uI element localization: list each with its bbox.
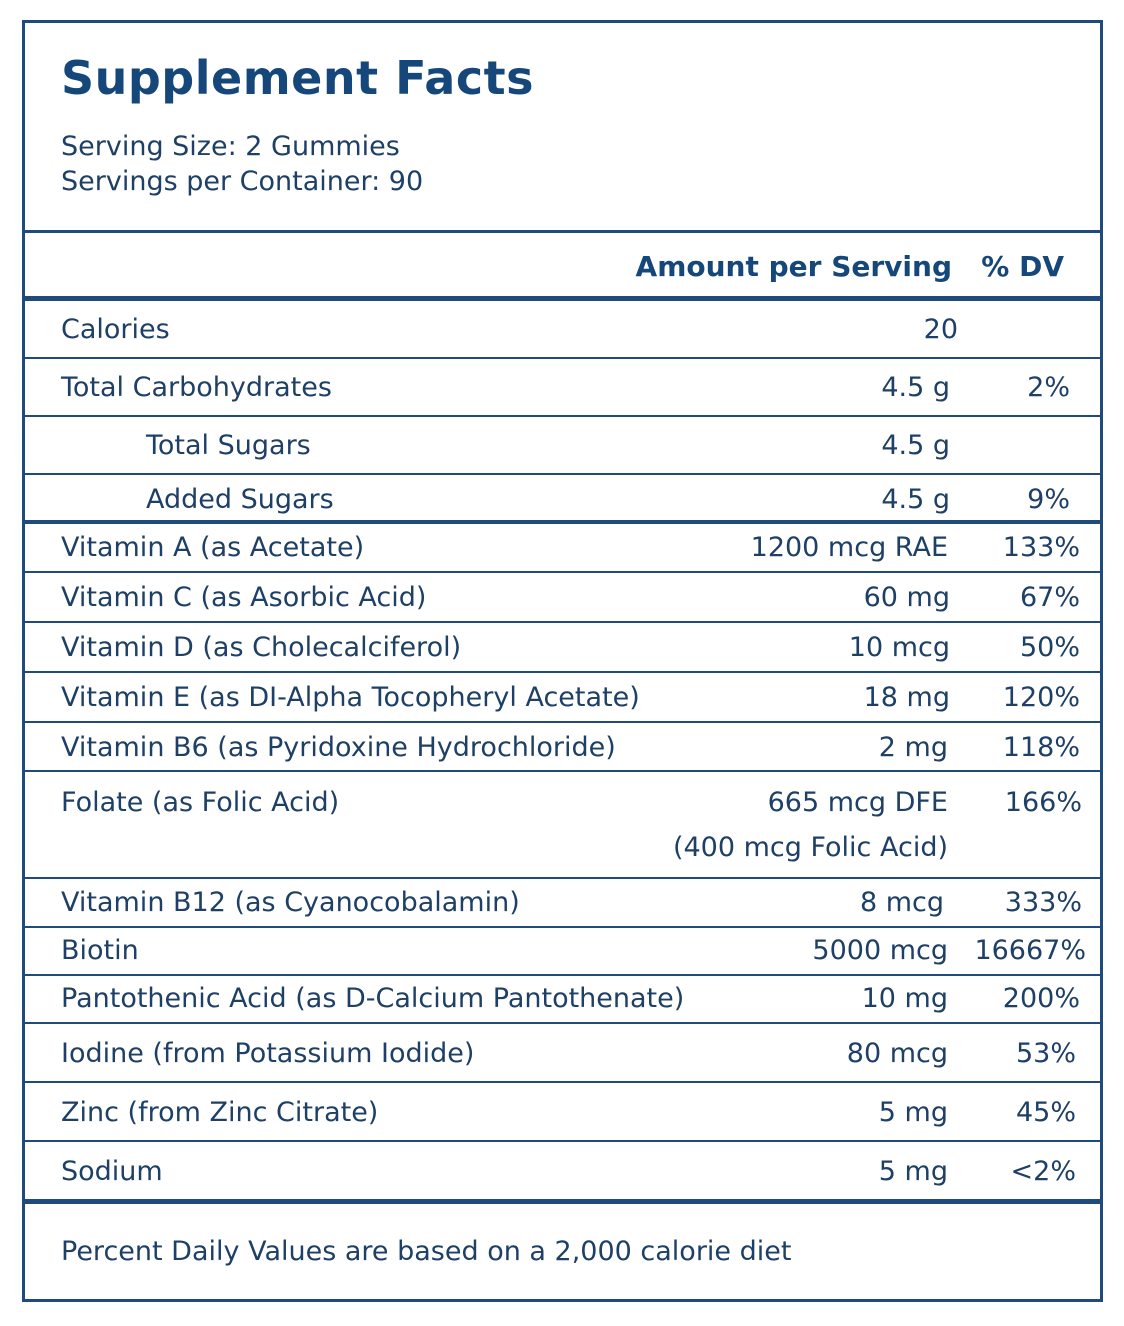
row-amount: 2 mg	[878, 732, 948, 763]
row-amount: 18 mg	[863, 682, 950, 713]
row-dv: 53%	[1015, 1038, 1076, 1069]
row-amount: 10 mg	[861, 983, 948, 1014]
row-amount: 10 mcg	[848, 632, 950, 663]
row-name: Total Sugars	[146, 430, 311, 461]
row-amount: 665 mcg DFE	[767, 787, 948, 818]
row-name: Vitamin D (as Cholecalciferol)	[61, 632, 462, 663]
row-dv: 67%	[1019, 582, 1080, 613]
row-dv: 16667%	[974, 935, 1086, 966]
row-divider	[25, 1140, 1100, 1142]
row-amount: 4.5 g	[881, 484, 950, 515]
supplement-facts-panel: Supplement Facts Serving Size: 2 Gummies…	[22, 20, 1103, 1302]
row-dv: 166%	[1004, 787, 1082, 818]
row-divider	[25, 877, 1100, 879]
row-amount: 80 mcg	[846, 1038, 948, 1069]
row-name: Vitamin B12 (as Cyanocobalamin)	[61, 887, 520, 918]
row-amount: 8 mcg	[859, 887, 944, 918]
row-name: Iodine (from Potassium Iodide)	[61, 1038, 475, 1069]
serving-size: Serving Size: 2 Gummies	[61, 131, 400, 162]
row-dv: 2%	[1027, 372, 1070, 403]
row-divider	[25, 770, 1100, 772]
row-dv: <2%	[1010, 1156, 1076, 1187]
row-dv: 133%	[1002, 532, 1080, 563]
row-amount: 20	[923, 314, 958, 345]
row-name: Vitamin A (as Acetate)	[61, 532, 365, 563]
row-name: Calories	[61, 314, 170, 345]
row-divider	[25, 357, 1100, 359]
row-dv: 9%	[1027, 484, 1070, 515]
row-name: Biotin	[61, 935, 139, 966]
row-divider	[25, 1022, 1100, 1024]
row-amount: 4.5 g	[881, 372, 950, 403]
dv-header: % DV	[981, 250, 1064, 283]
footer-divider	[25, 1199, 1100, 1204]
row-name: Sodium	[61, 1156, 163, 1187]
row-amount: 4.5 g	[881, 430, 950, 461]
row-amount: 1200 mcg RAE	[750, 532, 948, 563]
row-amount: 5 mg	[878, 1156, 948, 1187]
footnote: Percent Daily Values are based on a 2,00…	[61, 1236, 792, 1267]
row-dv: 118%	[1002, 732, 1080, 763]
row-amount-secondary: (400 mcg Folic Acid)	[672, 832, 948, 863]
row-divider	[25, 671, 1100, 673]
row-amount: 5000 mcg	[812, 935, 948, 966]
row-divider	[25, 621, 1100, 623]
row-divider	[25, 1081, 1100, 1083]
servings-per-container: Servings per Container: 90	[61, 166, 424, 197]
row-amount: 5 mg	[878, 1097, 948, 1128]
row-dv: 333%	[1004, 887, 1082, 918]
row-dv: 120%	[1002, 682, 1080, 713]
row-name: Total Carbohydrates	[61, 372, 332, 403]
panel-title: Supplement Facts	[61, 51, 534, 105]
row-name: Vitamin B6 (as Pyridoxine Hydrochloride)	[61, 732, 616, 763]
row-divider	[25, 473, 1100, 475]
row-dv: 45%	[1015, 1097, 1076, 1128]
row-divider	[25, 926, 1100, 928]
row-divider	[25, 415, 1100, 417]
row-amount: 60 mg	[863, 582, 950, 613]
row-name: Zinc (from Zinc Citrate)	[61, 1097, 379, 1128]
row-dv: 50%	[1019, 632, 1080, 663]
row-name: Vitamin C (as Asorbic Acid)	[61, 582, 427, 613]
row-name: Added Sugars	[146, 484, 334, 515]
section-divider	[25, 520, 1100, 524]
row-dv: 200%	[1002, 983, 1080, 1014]
row-divider	[25, 721, 1100, 723]
row-name: Pantothenic Acid (as D-Calcium Pantothen…	[61, 983, 685, 1014]
row-name: Vitamin E (as DI-Alpha Tocopheryl Acetat…	[61, 682, 640, 713]
row-divider	[25, 974, 1100, 976]
header-divider	[25, 296, 1100, 301]
row-divider	[25, 571, 1100, 573]
row-name: Folate (as Folic Acid)	[61, 787, 340, 818]
divider	[25, 230, 1100, 233]
amount-header: Amount per Serving	[635, 250, 952, 283]
